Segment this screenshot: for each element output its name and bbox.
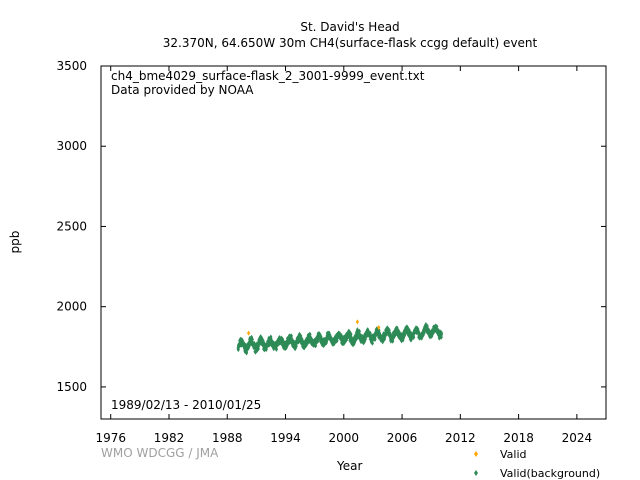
background-point — [349, 331, 353, 337]
chart-subtitle: 32.370N, 64.650W 30m CH4(surface-flask c… — [162, 36, 538, 50]
background-point — [312, 337, 316, 343]
background-point — [402, 334, 406, 340]
background-point — [236, 347, 240, 353]
background-point — [391, 338, 395, 344]
x-tick-label: 1976 — [95, 431, 126, 445]
data-file-label: ch4_bme4029_surface-flask_2_3001-9999_ev… — [111, 69, 425, 83]
background-point — [244, 350, 249, 356]
background-point — [332, 341, 336, 347]
background-point — [324, 340, 328, 346]
valid-point — [377, 325, 381, 331]
background-point — [264, 346, 268, 352]
plot-frame — [100, 65, 607, 420]
background-point — [256, 346, 260, 352]
legend-valid-label: Valid — [500, 448, 527, 461]
background-point — [277, 335, 282, 341]
background-point — [368, 332, 373, 338]
background-point — [425, 323, 429, 329]
wdcgg-credit: WMO WDCGG / JMA — [101, 446, 219, 460]
background-point — [355, 334, 359, 340]
y-tick-label: 3500 — [56, 59, 87, 73]
plot-marks — [236, 319, 444, 356]
background-point — [411, 334, 416, 340]
background-point — [357, 328, 361, 334]
background-point — [314, 343, 318, 349]
background-point — [403, 331, 407, 337]
x-axis-label: Year — [337, 459, 363, 473]
x-tick-label: 2000 — [329, 431, 360, 445]
background-point — [422, 330, 426, 336]
background-point — [383, 335, 387, 341]
valid-point — [355, 319, 359, 325]
background-point — [268, 341, 272, 347]
y-tick-label: 3000 — [56, 139, 87, 153]
x-tick-label: 2018 — [503, 431, 534, 445]
x-tick-label: 2012 — [445, 431, 476, 445]
legend-valid-marker — [474, 451, 478, 457]
axis-tick-labels: 1976 1982 1988 1994 2000 2006 2012 2018 2024 1500… — [56, 59, 592, 445]
data-provider-label: Data provided by NOAA — [111, 83, 254, 97]
background-point — [370, 340, 375, 346]
background-point — [289, 333, 293, 339]
background-point — [424, 322, 428, 328]
background-point — [293, 340, 297, 346]
y-tick-label: 1500 — [56, 380, 87, 394]
legend-background-label: Valid(background) — [500, 467, 601, 480]
background-point — [310, 338, 315, 344]
background-point — [285, 343, 289, 349]
y-tick-label: 2000 — [56, 300, 87, 314]
background-point — [250, 336, 254, 342]
background-point — [362, 338, 367, 344]
background-point — [316, 338, 320, 344]
x-tick-label: 1982 — [154, 431, 185, 445]
background-point — [373, 336, 377, 342]
background-point — [397, 329, 401, 335]
background-point — [274, 346, 279, 352]
background-point — [389, 338, 393, 344]
data-period-label: 1989/02/13 - 2010/01/25 — [111, 398, 262, 412]
background-point — [297, 331, 302, 337]
background-point — [261, 338, 265, 344]
background-point — [256, 343, 261, 349]
background-point — [343, 339, 347, 345]
background-point — [439, 330, 444, 336]
legend-background-marker — [474, 470, 478, 476]
background-point — [357, 331, 362, 337]
axis-ticks — [101, 65, 606, 419]
background-point — [345, 335, 350, 341]
y-tick-label: 2500 — [56, 219, 87, 233]
chart-title: St. David's Head — [300, 20, 400, 34]
background-point — [435, 324, 439, 330]
valid-point — [247, 330, 251, 336]
x-tick-label: 2024 — [562, 431, 593, 445]
background-point — [255, 341, 259, 347]
x-tick-label: 1988 — [212, 431, 243, 445]
x-tick-label: 1994 — [270, 431, 301, 445]
background-point — [340, 335, 344, 341]
background-point — [294, 343, 298, 349]
background-point — [319, 340, 324, 346]
y-axis-label: ppb — [8, 230, 22, 254]
x-tick-label: 2006 — [387, 431, 418, 445]
background-point — [298, 335, 302, 341]
